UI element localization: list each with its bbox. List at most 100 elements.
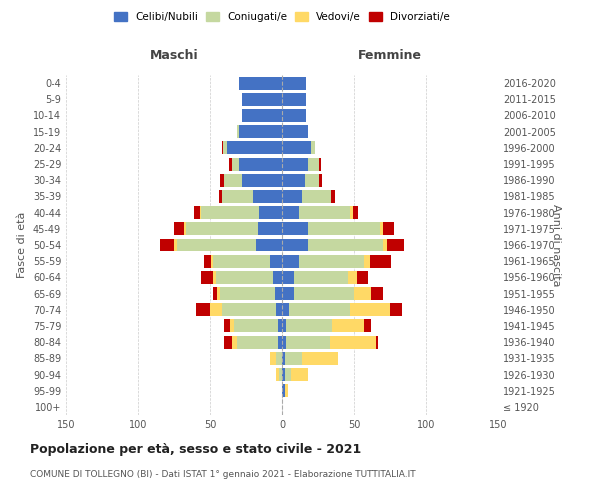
- Bar: [235, 320, 278, 332]
- Bar: [224, 336, 232, 348]
- Bar: [308, 238, 383, 252]
- Bar: [282, 287, 293, 300]
- Bar: [285, 368, 290, 381]
- Bar: [282, 158, 308, 170]
- Bar: [220, 174, 224, 186]
- Bar: [278, 320, 282, 332]
- Bar: [232, 336, 238, 348]
- Bar: [282, 142, 311, 154]
- Bar: [282, 76, 307, 90]
- Bar: [242, 109, 282, 122]
- Y-axis label: Anni di nascita: Anni di nascita: [551, 204, 561, 286]
- Bar: [213, 254, 271, 268]
- Bar: [274, 271, 282, 284]
- Bar: [319, 174, 322, 186]
- Bar: [282, 320, 286, 332]
- Text: Femmine: Femmine: [358, 49, 422, 62]
- Bar: [194, 206, 200, 219]
- Bar: [259, 206, 282, 219]
- Bar: [282, 206, 299, 219]
- Bar: [239, 125, 282, 138]
- Bar: [242, 174, 282, 186]
- Bar: [289, 304, 350, 316]
- Bar: [282, 109, 307, 122]
- Bar: [282, 93, 307, 106]
- Bar: [282, 304, 289, 316]
- Bar: [184, 222, 185, 235]
- Legend: Celibi/Nubili, Coniugati/e, Vedovi/e, Divorziati/e: Celibi/Nubili, Coniugati/e, Vedovi/e, Di…: [110, 8, 454, 26]
- Bar: [285, 352, 302, 365]
- Bar: [276, 352, 282, 365]
- Bar: [223, 142, 227, 154]
- Bar: [364, 254, 370, 268]
- Bar: [285, 384, 288, 397]
- Bar: [230, 320, 235, 332]
- Bar: [282, 368, 285, 381]
- Bar: [276, 368, 279, 381]
- Bar: [350, 206, 353, 219]
- Bar: [282, 125, 308, 138]
- Bar: [332, 320, 364, 332]
- Bar: [282, 384, 285, 397]
- Bar: [371, 287, 383, 300]
- Bar: [276, 304, 282, 316]
- Bar: [278, 336, 282, 348]
- Text: Popolazione per età, sesso e stato civile - 2021: Popolazione per età, sesso e stato civil…: [30, 442, 361, 456]
- Bar: [185, 222, 257, 235]
- Bar: [290, 368, 308, 381]
- Bar: [305, 174, 319, 186]
- Y-axis label: Fasce di età: Fasce di età: [17, 212, 27, 278]
- Bar: [221, 304, 276, 316]
- Bar: [282, 190, 302, 203]
- Bar: [204, 254, 211, 268]
- Bar: [390, 304, 401, 316]
- Bar: [331, 190, 335, 203]
- Bar: [239, 158, 282, 170]
- Bar: [282, 271, 293, 284]
- Bar: [238, 125, 239, 138]
- Bar: [282, 222, 308, 235]
- Bar: [387, 238, 404, 252]
- Bar: [376, 336, 379, 348]
- Bar: [196, 304, 210, 316]
- Bar: [242, 93, 282, 106]
- Bar: [229, 158, 232, 170]
- Bar: [211, 254, 213, 268]
- Bar: [256, 238, 282, 252]
- Bar: [216, 271, 274, 284]
- Bar: [282, 336, 286, 348]
- Bar: [364, 320, 371, 332]
- Bar: [286, 320, 332, 332]
- Bar: [232, 158, 239, 170]
- Bar: [202, 206, 259, 219]
- Bar: [383, 238, 387, 252]
- Bar: [354, 287, 371, 300]
- Bar: [282, 174, 305, 186]
- Bar: [177, 238, 256, 252]
- Bar: [282, 238, 308, 252]
- Bar: [271, 352, 276, 365]
- Bar: [302, 352, 338, 365]
- Bar: [238, 336, 278, 348]
- Bar: [218, 190, 221, 203]
- Bar: [224, 320, 230, 332]
- Bar: [253, 190, 282, 203]
- Bar: [308, 222, 380, 235]
- Bar: [311, 142, 315, 154]
- Bar: [275, 287, 282, 300]
- Bar: [353, 206, 358, 219]
- Bar: [348, 271, 357, 284]
- Bar: [308, 158, 319, 170]
- Bar: [319, 158, 321, 170]
- Bar: [282, 352, 285, 365]
- Bar: [174, 238, 177, 252]
- Bar: [160, 238, 174, 252]
- Bar: [350, 304, 390, 316]
- Bar: [213, 271, 216, 284]
- Bar: [213, 287, 217, 300]
- Bar: [286, 336, 329, 348]
- Bar: [257, 222, 282, 235]
- Text: COMUNE DI TOLLEGNO (BI) - Dati ISTAT 1° gennaio 2021 - Elaborazione TUTTITALIA.I: COMUNE DI TOLLEGNO (BI) - Dati ISTAT 1° …: [30, 470, 416, 479]
- Bar: [302, 190, 331, 203]
- Bar: [221, 190, 253, 203]
